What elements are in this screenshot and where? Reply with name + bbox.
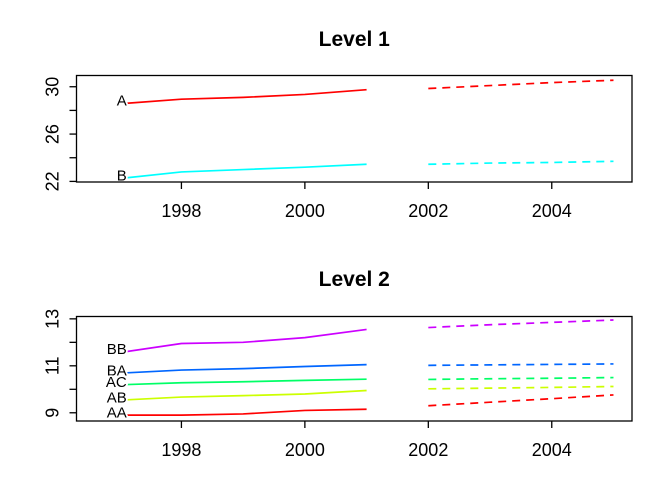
series-line-solid-BB xyxy=(125,328,367,353)
series-label-B: B xyxy=(117,167,127,184)
y-axis-tick-label: 11 xyxy=(42,356,62,375)
series-line-dashed-A xyxy=(428,79,614,90)
series-line-dashed-B xyxy=(428,160,614,166)
x-axis-tick-label: 2000 xyxy=(285,440,325,460)
series-line-dashed-BB xyxy=(428,319,614,329)
series-line-solid-AA xyxy=(125,408,367,416)
x-axis-tick-label: 2000 xyxy=(285,201,325,221)
panel-level-1: A B 1998 2000 2002 2004 22 26 30 Level 1 xyxy=(42,28,633,221)
chart-title: Level 2 xyxy=(319,268,390,291)
y-axis-tick-label: 30 xyxy=(42,77,62,97)
x-axis-tick-label: 2002 xyxy=(408,440,448,460)
plot-box xyxy=(75,74,633,183)
series-line-solid-A xyxy=(125,88,367,105)
x-axis-tick-label: 1998 xyxy=(161,201,201,221)
series-label-AC: AC xyxy=(106,374,127,391)
y-axis-tick-label: 9 xyxy=(42,408,62,418)
chart-title: Level 1 xyxy=(319,28,391,51)
x-axis-tick-label: 1998 xyxy=(161,440,201,460)
x-axis-tick-label: 2002 xyxy=(408,201,448,221)
series-label-BB: BB xyxy=(107,341,127,358)
series-line-solid-AC xyxy=(125,378,367,386)
series-label-AA: AA xyxy=(107,405,127,422)
series-label-BA: BA xyxy=(107,362,127,379)
x-axis-tick-label: 2004 xyxy=(532,201,572,221)
series-label-AB: AB xyxy=(107,389,127,406)
y-axis-tick-label: 13 xyxy=(42,309,62,329)
plot-box xyxy=(75,315,633,422)
y-axis-tick-label: 22 xyxy=(42,171,62,191)
series-line-dashed-BA xyxy=(428,363,614,367)
x-axis-tick-label: 2004 xyxy=(532,440,572,460)
series-line-solid-BA xyxy=(125,363,367,374)
series-line-dashed-AA xyxy=(428,394,614,407)
y-axis-tick-label: 26 xyxy=(42,124,62,144)
series-line-dashed-AB xyxy=(428,385,614,390)
series-line-dashed-AC xyxy=(428,376,614,381)
series-label-A: A xyxy=(117,93,127,110)
series-line-solid-AB xyxy=(125,389,367,401)
series-line-solid-B xyxy=(125,163,367,179)
